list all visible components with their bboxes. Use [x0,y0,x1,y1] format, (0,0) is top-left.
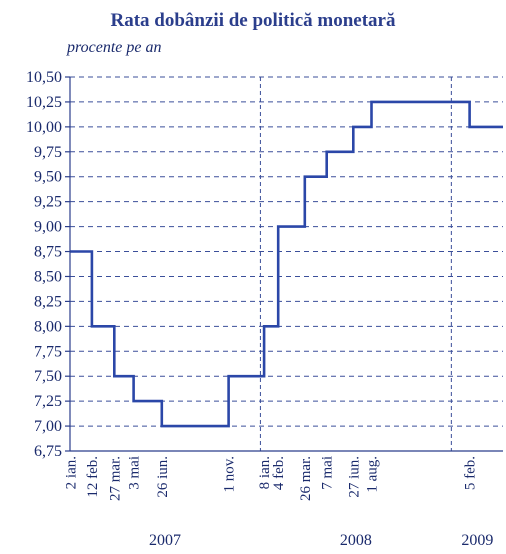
x-date-label: 5 feb. [463,456,479,490]
x-date-label: 27 mar. [107,456,123,501]
y-tick-label: 9,25 [34,194,62,211]
y-tick-label: 10,00 [26,119,62,136]
x-date-label: 3 mai [127,456,143,490]
axes [65,76,503,452]
y-tick-label: 8,00 [34,318,62,335]
y-tick-label: 8,75 [34,244,62,261]
x-date-label: 12 feb. [85,456,101,498]
x-date-label: 7 mai [320,456,336,490]
x-date-label: 1 aug. [365,456,381,493]
y-tick-label: 10,25 [26,94,62,111]
year-label: 2007 [149,532,181,549]
y-tick-label: 10,50 [26,69,62,86]
y-tick-label: 7,25 [34,393,62,410]
y-tick-label: 7,00 [34,418,62,435]
y-tick-label: 7,50 [34,368,62,385]
year-labels: 2007 2008 2009 [149,532,493,549]
x-tick-labels: 2 ian. 12 feb. 27 mar. 3 mai 26 iun. 1 nov. 8 … [64,456,479,501]
series [70,100,503,428]
x-date-label: 2 ian. [64,456,80,489]
x-date-label: 27 iun. [346,456,362,498]
gridlines [70,76,503,451]
y-tick-label: 8,50 [34,268,62,285]
year-label: 2008 [340,532,372,549]
chart-subtitle: procente pe an [66,39,161,56]
y-tick-label: 9,50 [34,169,62,186]
y-tick-labels: 6,75 7,00 7,25 7,50 7,75 8,00 8,25 8,50 8,75 9,00… [26,69,62,460]
y-tick-label: 6,75 [34,443,62,460]
x-date-label: 26 mar. [298,456,314,501]
x-date-label: 1 nov. [222,456,238,493]
y-tick-label: 7,75 [34,343,62,360]
x-date-label: 26 iun. [155,456,171,498]
y-tick-label: 8,25 [34,293,62,310]
rate-step-line [70,100,503,428]
year-label: 2009 [461,532,493,549]
y-tick-label: 9,75 [34,144,62,161]
y-tick-label: 9,00 [34,219,62,236]
x-date-label: 4 feb. [271,456,287,490]
chart-title: Rata dobânzii de politică monetară [111,10,396,31]
x-date-label: 8 ian. [257,456,273,489]
